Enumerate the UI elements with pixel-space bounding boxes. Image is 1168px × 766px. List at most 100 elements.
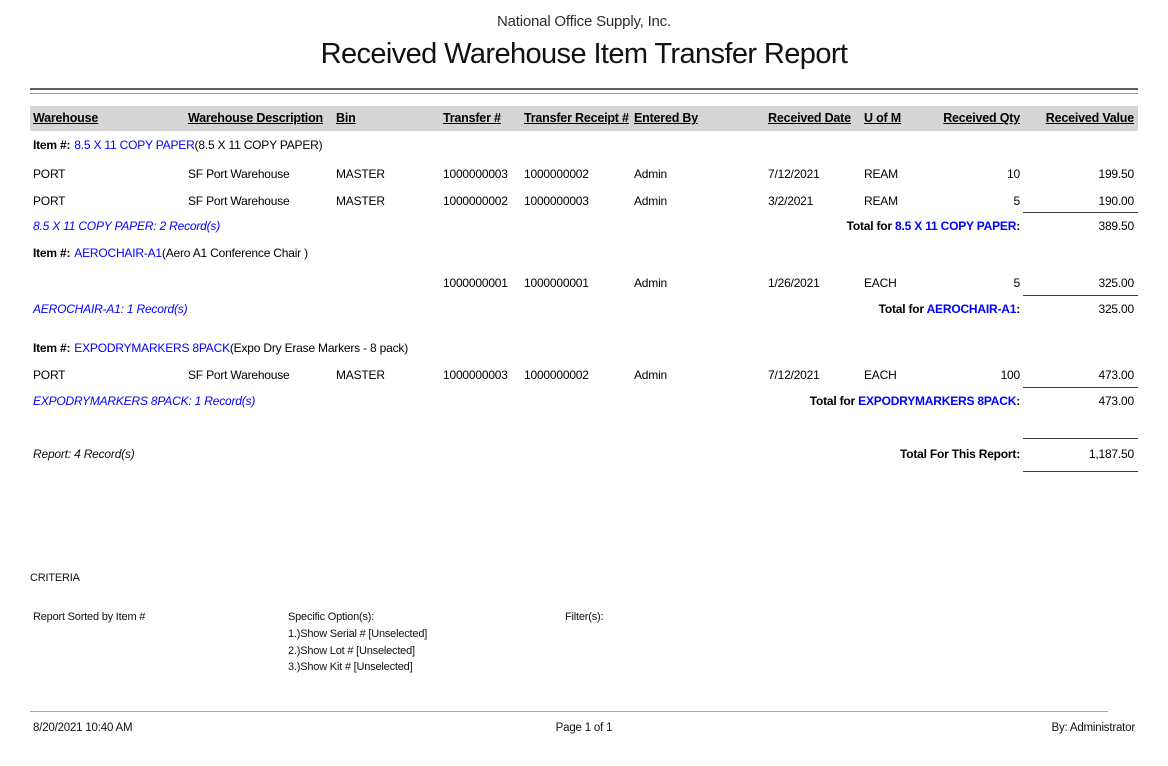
table-row: PORT SF Port Warehouse MASTER 1000000003…: [0, 368, 1168, 383]
cell-bin: MASTER: [336, 167, 385, 181]
cell-received-date: 1/26/2021: [768, 276, 820, 290]
item-number-label: Item #:: [33, 138, 71, 152]
cell-received-value: 325.00: [1098, 276, 1134, 290]
cell-received-qty: 10: [1007, 167, 1020, 181]
header-rule-thick: [30, 88, 1138, 90]
cell-received-date: 7/12/2021: [768, 167, 820, 181]
group-record-count: 8.5 X 11 COPY PAPER: 2 Record(s): [33, 219, 221, 233]
group-total-rule: [1023, 387, 1138, 388]
cell-uofm: EACH: [864, 368, 897, 382]
company-name: National Office Supply, Inc.: [497, 13, 671, 30]
cell-received-date: 7/12/2021: [768, 368, 820, 382]
group-total-label: Total for EXPODRYMARKERS 8PACK:: [810, 394, 1020, 408]
cell-warehouse-description: SF Port Warehouse: [188, 167, 290, 181]
cell-warehouse-description: SF Port Warehouse: [188, 194, 290, 208]
item-group-header: Item #: EXPODRYMARKERS 8PACK(Expo Dry Era…: [33, 341, 408, 355]
colon-text: :: [1016, 302, 1020, 316]
cell-received-date: 3/2/2021: [768, 194, 814, 208]
footer-page-number: Page 1 of 1: [555, 722, 613, 734]
cell-transfer-receipt: 1000000003: [524, 194, 589, 208]
group-total-value: 389.50: [1098, 219, 1134, 233]
col-header-uofm: U of M: [864, 111, 901, 125]
table-row: PORT SF Port Warehouse MASTER 1000000003…: [0, 167, 1168, 182]
col-header-warehouse: Warehouse: [33, 111, 99, 125]
group-total-rule: [1023, 212, 1138, 213]
cell-received-value: 190.00: [1098, 194, 1134, 208]
report-total-value: 1,187.50: [1088, 447, 1134, 461]
colon-text: :: [1016, 219, 1020, 233]
col-header-transfer: Transfer #: [443, 111, 501, 125]
report-record-count: Report: 4 Record(s): [33, 447, 135, 461]
column-header-row: Warehouse Warehouse Description Bin Tran…: [0, 106, 1168, 125]
item-group-header: Item #: 8.5 X 11 COPY PAPER(8.5 X 11 COPY…: [33, 138, 323, 152]
cell-entered-by: Admin: [634, 167, 668, 181]
item-number-label: Item #:: [33, 246, 71, 260]
cell-received-qty: 5: [1013, 276, 1021, 290]
col-header-bin: Bin: [336, 111, 356, 125]
criteria-option: 2.)Show Lot # [Unselected]: [288, 645, 415, 657]
criteria-filters-label: Filter(s):: [565, 611, 604, 623]
colon-text: :: [1016, 394, 1020, 408]
cell-entered-by: Admin: [634, 194, 668, 208]
item-code-link[interactable]: EXPODRYMARKERS 8PACK: [858, 394, 1017, 408]
col-header-received-value: Received Value: [1045, 111, 1134, 125]
total-for-text: Total for: [878, 302, 927, 316]
item-code-link[interactable]: 8.5 X 11 COPY PAPER: [895, 219, 1017, 233]
group-total-row: EXPODRYMARKERS 8PACK: 1 Record(s) Total …: [0, 394, 1168, 409]
col-header-transfer-receipt: Transfer Receipt #: [524, 111, 629, 125]
total-for-text: Total for: [846, 219, 896, 233]
report-total-rule-bottom: [1023, 471, 1138, 472]
cell-uofm: EACH: [864, 276, 897, 290]
criteria-specific-options-label: Specific Option(s):: [288, 611, 375, 623]
report-total-row: Report: 4 Record(s) Total For This Repor…: [0, 447, 1168, 462]
cell-received-value: 473.00: [1098, 368, 1134, 382]
header-rule-thin: [30, 93, 1138, 94]
group-total-rule: [1023, 295, 1138, 296]
item-code-link[interactable]: EXPODRYMARKERS 8PACK: [74, 341, 230, 355]
cell-transfer: 1000000003: [443, 167, 508, 181]
cell-received-qty: 5: [1013, 194, 1021, 208]
cell-transfer-receipt: 1000000001: [524, 276, 589, 290]
cell-transfer-receipt: 1000000002: [524, 167, 589, 181]
cell-bin: MASTER: [336, 194, 385, 208]
cell-transfer: 1000000002: [443, 194, 508, 208]
group-record-count: AEROCHAIR-A1: 1 Record(s): [33, 302, 188, 316]
criteria-option: 1.)Show Serial # [Unselected]: [288, 628, 428, 640]
group-record-count: EXPODRYMARKERS 8PACK: 1 Record(s): [33, 394, 256, 408]
item-description: (Expo Dry Erase Markers - 8 pack): [229, 341, 409, 355]
cell-entered-by: Admin: [634, 368, 668, 382]
cell-received-value: 199.50: [1098, 167, 1134, 181]
report-title: Received Warehouse Item Transfer Report: [320, 38, 848, 70]
cell-received-qty: 100: [1000, 368, 1021, 382]
item-description: (Aero A1 Conference Chair ): [161, 246, 308, 260]
table-row: PORT SF Port Warehouse MASTER 1000000002…: [0, 194, 1168, 209]
cell-warehouse: PORT: [33, 368, 66, 382]
group-total-value: 473.00: [1098, 394, 1134, 408]
footer-datetime: 8/20/2021 10:40 AM: [33, 722, 133, 734]
report-total-label: Total For This Report:: [899, 447, 1020, 461]
group-total-label: Total for 8.5 X 11 COPY PAPER:: [846, 219, 1021, 233]
cell-warehouse: PORT: [33, 167, 66, 181]
col-header-received-qty: Received Qty: [943, 111, 1020, 125]
item-code-link[interactable]: AEROCHAIR-A1: [926, 302, 1017, 316]
cell-transfer: 1000000001: [443, 276, 508, 290]
cell-transfer: 1000000003: [443, 368, 508, 382]
criteria-sorted-by: Report Sorted by Item #: [33, 611, 146, 623]
column-header-band: [30, 106, 1138, 131]
item-description: (8.5 X 11 COPY PAPER): [194, 138, 323, 152]
col-header-warehouse-description: Warehouse Description: [188, 111, 323, 125]
report-total-rule-top: [1023, 438, 1138, 439]
group-total-value: 325.00: [1098, 302, 1134, 316]
item-code-link[interactable]: 8.5 X 11 COPY PAPER: [74, 138, 195, 152]
cell-entered-by: Admin: [634, 276, 668, 290]
footer-rule: [30, 711, 1108, 712]
item-group-header: Item #: AEROCHAIR-A1(Aero A1 Conference C…: [33, 246, 308, 260]
criteria-heading: CRITERIA: [30, 572, 80, 584]
cell-transfer-receipt: 1000000002: [524, 368, 589, 382]
footer-by-user: By: Administrator: [1051, 722, 1135, 734]
col-header-entered-by: Entered By: [634, 111, 698, 125]
item-number-label: Item #:: [33, 341, 71, 355]
cell-warehouse-description: SF Port Warehouse: [188, 368, 290, 382]
cell-bin: MASTER: [336, 368, 385, 382]
item-code-link[interactable]: AEROCHAIR-A1: [74, 246, 162, 260]
